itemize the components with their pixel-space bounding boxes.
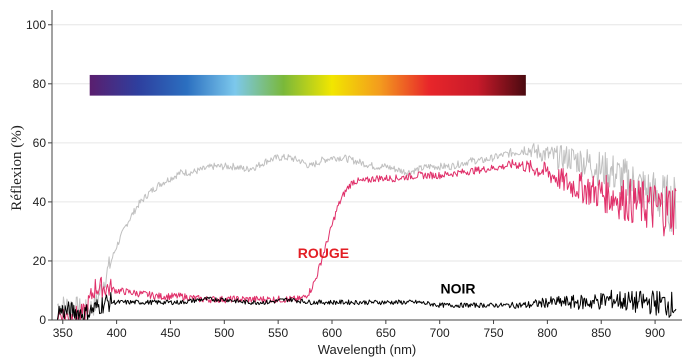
y-tick-label: 20 — [33, 254, 47, 268]
x-tick-label: 800 — [537, 326, 557, 340]
axes — [48, 10, 682, 324]
y-axis-title: Réflexion (%) — [9, 125, 25, 210]
series-label-noir: NOIR — [441, 280, 476, 296]
x-tick-label: 500 — [214, 326, 234, 340]
x-tick-label: 900 — [645, 326, 665, 340]
series-line-blanc — [56, 143, 677, 319]
series-labels: BLANCROUGENOIR — [298, 245, 476, 296]
x-tick-label: 650 — [376, 326, 396, 340]
series-line-noir — [56, 289, 677, 321]
x-tick-label: 450 — [160, 326, 180, 340]
x-tick-label: 350 — [53, 326, 73, 340]
series-lines — [56, 143, 677, 321]
y-tick-label: 0 — [39, 313, 46, 327]
spectrum-bar — [89, 74, 526, 96]
y-tick-label: 100 — [26, 18, 46, 32]
series-label-rouge: ROUGE — [298, 245, 349, 261]
x-tick-label: 600 — [322, 326, 342, 340]
x-axis-title: Wavelength (nm) — [318, 342, 417, 357]
x-tick-label: 550 — [268, 326, 288, 340]
x-tick-label: 850 — [591, 326, 611, 340]
series-line-rouge — [57, 159, 677, 321]
y-tick-label: 80 — [33, 77, 47, 91]
spectrum-gradient — [89, 74, 526, 96]
x-tick-label: 700 — [430, 326, 450, 340]
x-tick-label: 750 — [484, 326, 504, 340]
y-tick-label: 40 — [33, 195, 47, 209]
x-tick-label: 400 — [107, 326, 127, 340]
y-tick-label: 60 — [33, 136, 47, 150]
tick-labels: 350 400 450 500 550 600 650 700 750 800 850 900 0 20 4… — [26, 18, 665, 340]
